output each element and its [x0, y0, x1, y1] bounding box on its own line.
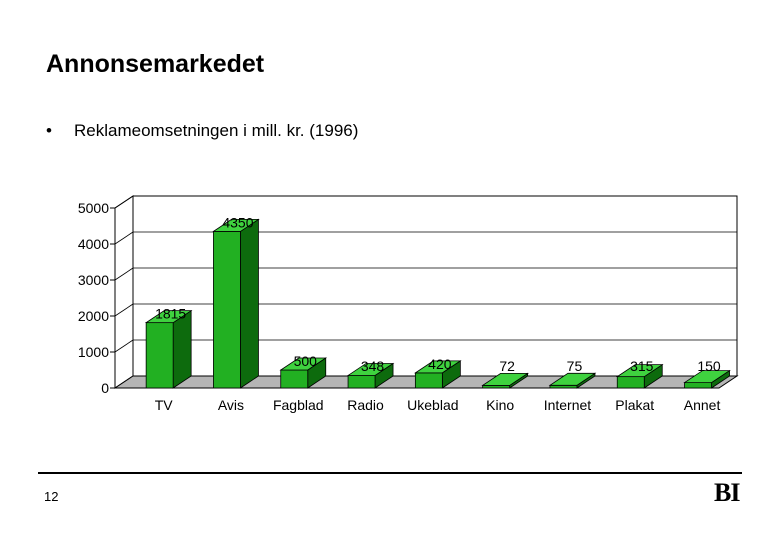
- bar-tv: [144, 309, 193, 389]
- bar-top: [683, 370, 731, 384]
- bar-top: [212, 218, 260, 232]
- bars: [144, 218, 731, 389]
- bar-front: [414, 372, 443, 389]
- bar-top: [346, 363, 395, 376]
- data-label: 72: [499, 358, 515, 374]
- data-label: 420: [428, 356, 452, 372]
- data-labels: 1815 4350 500 348 420 72 75 315 150: [155, 214, 721, 374]
- data-label: 315: [630, 358, 654, 374]
- data-label: 348: [361, 358, 385, 374]
- bar-top: [615, 364, 664, 378]
- gridline-side: [114, 195, 134, 209]
- bar-front: [347, 375, 376, 389]
- y-tick-label: 1000: [78, 344, 109, 360]
- bar-front: [549, 384, 578, 389]
- x-tick-label: Annet: [684, 397, 721, 413]
- x-axis-labels: TV Avis Fagblad Radio Ukeblad Kino Internet Pla…: [155, 397, 721, 413]
- bar-side: [172, 309, 192, 389]
- footer-divider: [38, 472, 742, 474]
- bar-kino: [481, 372, 529, 389]
- page-number: 12: [44, 489, 59, 504]
- x-tick-label: Fagblad: [273, 397, 324, 413]
- bar-annet: [683, 369, 731, 389]
- bar-top: [481, 373, 529, 386]
- gridline-side: [114, 231, 134, 245]
- bar-radio: [346, 362, 395, 389]
- data-label: 150: [697, 358, 721, 374]
- bar-plakat: [615, 363, 664, 389]
- x-tick-label: Ukeblad: [407, 397, 458, 413]
- y-tick-label: 2000: [78, 308, 109, 324]
- bar-front: [213, 230, 241, 389]
- bar-top: [414, 360, 462, 374]
- bar-avis: [212, 218, 260, 389]
- x-tick-label: Kino: [486, 397, 514, 413]
- bar-front: [684, 382, 712, 389]
- y-tick-label: 4000: [78, 236, 109, 252]
- bullet-dot: •: [46, 121, 52, 140]
- side-wall: [114, 195, 134, 389]
- y-tick-label: 3000: [78, 272, 109, 288]
- bar-top: [548, 372, 597, 386]
- bar-top: [144, 310, 193, 324]
- bar-ukeblad: [414, 360, 462, 389]
- bar-side: [240, 218, 259, 389]
- gridline-side: [114, 339, 134, 353]
- slide-title: Annonsemarkedet: [46, 50, 265, 78]
- data-label: 500: [294, 353, 318, 369]
- y-tick-label: 5000: [78, 200, 109, 216]
- bar-fagblad: [279, 357, 328, 389]
- bar-front: [616, 376, 645, 389]
- bullet-item: • Reklameomsetningen i mill. kr. (1996): [46, 121, 358, 141]
- bar-internet: [548, 372, 597, 389]
- x-tick-label: Plakat: [615, 397, 654, 413]
- gridline-side: [114, 303, 134, 317]
- bar-top: [279, 357, 328, 371]
- x-tick-label: Avis: [218, 397, 244, 413]
- bi-logo: BI: [714, 478, 740, 507]
- gridline-side: [114, 267, 134, 281]
- x-tick-label: Internet: [544, 397, 592, 413]
- bar-front: [280, 369, 309, 389]
- x-tick-label: TV: [155, 397, 174, 413]
- data-label: 4350: [222, 214, 253, 230]
- bullet-text: Reklameomsetningen i mill. kr. (1996): [74, 121, 359, 140]
- data-label: 1815: [155, 306, 186, 322]
- bar-front: [145, 322, 174, 389]
- y-axis-ticks: 0 1000 2000 3000 4000 5000: [78, 200, 116, 396]
- x-tick-label: Radio: [347, 397, 384, 413]
- data-label: 75: [567, 358, 583, 374]
- y-tick-label: 0: [101, 380, 109, 396]
